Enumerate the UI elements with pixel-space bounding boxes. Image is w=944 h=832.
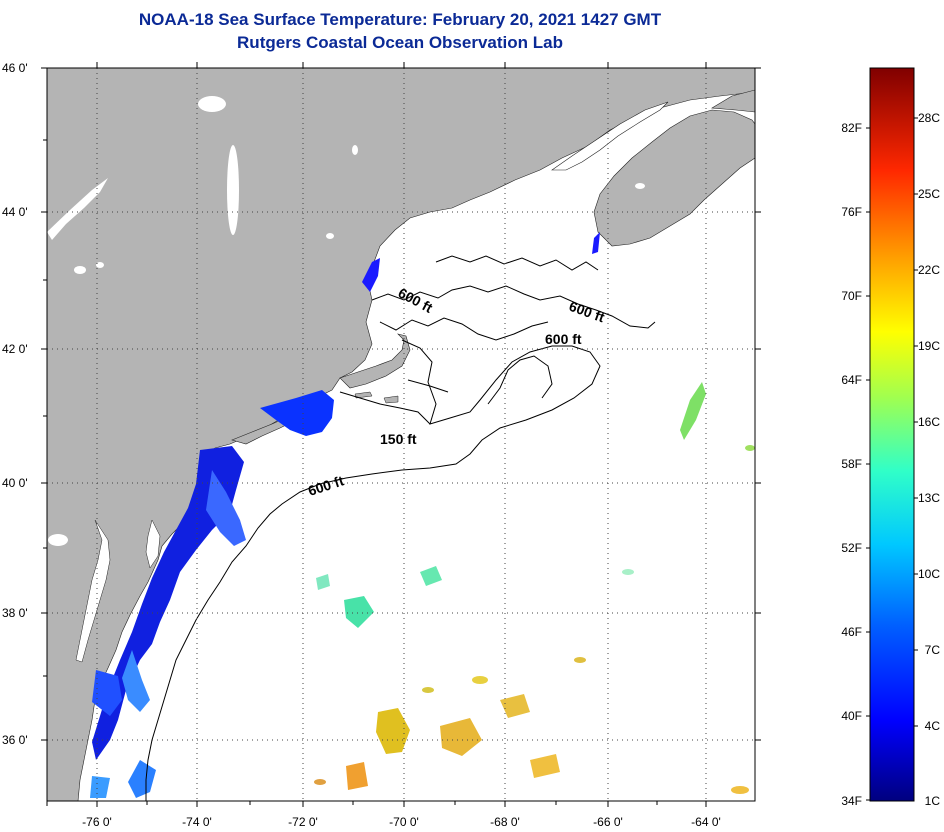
axis-ticks bbox=[41, 62, 761, 807]
land-nova-scotia bbox=[593, 109, 755, 247]
colorbar-label-4c: 4C bbox=[925, 719, 941, 733]
colorbar-label-10c: 10C bbox=[918, 567, 940, 581]
inland-lakes bbox=[47, 96, 645, 546]
colorbar-label-16c: 16C bbox=[918, 415, 940, 429]
lon-label-74: -74 0' bbox=[182, 815, 212, 829]
lat-label-36: 36 0' bbox=[2, 733, 28, 747]
lon-label-70: -70 0' bbox=[389, 815, 419, 829]
colorbar-label-25c: 25C bbox=[918, 187, 940, 201]
colorbar-label-22c: 22C bbox=[918, 263, 940, 277]
sst-cold-band bbox=[90, 232, 600, 798]
colorbar-label-19c: 19C bbox=[918, 339, 940, 353]
delaware-bay bbox=[145, 519, 161, 569]
colorbar-label-64f: 64F bbox=[841, 373, 862, 387]
colorbar-label-40f: 40F bbox=[841, 709, 862, 723]
colorbar-ticks bbox=[866, 117, 918, 801]
colorbar-label-13c: 13C bbox=[918, 491, 940, 505]
colorbar-label-76f: 76F bbox=[841, 205, 862, 219]
map-frame bbox=[46, 67, 756, 802]
lon-label-76: -76 0' bbox=[82, 815, 112, 829]
colorbar-label-52f: 52F bbox=[841, 541, 862, 555]
colorbar-label-28c: 28C bbox=[918, 111, 940, 125]
lon-label-64: -64 0' bbox=[691, 815, 721, 829]
colorbar-label-58f: 58F bbox=[841, 457, 862, 471]
colorbar-label-46f: 46F bbox=[841, 625, 862, 639]
bay-of-fundy bbox=[551, 101, 669, 171]
temperature-colorbar bbox=[869, 67, 915, 802]
lat-label-44: 44 0' bbox=[2, 205, 28, 219]
colorbar-label-82f: 82F bbox=[841, 121, 862, 135]
lat-label-40: 40 0' bbox=[2, 476, 28, 490]
colorbar-label-1c: 1C bbox=[925, 794, 941, 808]
lat-label-46: 46 0' bbox=[2, 61, 28, 75]
graticule bbox=[47, 68, 755, 801]
bathymetry-contours bbox=[145, 255, 656, 801]
colorbar-label-7c: 7C bbox=[925, 643, 941, 657]
map-subtitle: Rutgers Coastal Ocean Observation Lab bbox=[237, 33, 563, 52]
lon-label-72: -72 0' bbox=[288, 815, 318, 829]
map-title: NOAA-18 Sea Surface Temperature: Februar… bbox=[138, 10, 662, 29]
land-cape-cod bbox=[339, 333, 411, 389]
lat-label-42: 42 0' bbox=[2, 342, 28, 356]
contour-label-600ft-georges: 600 ft bbox=[545, 331, 582, 347]
chesapeake-bay bbox=[75, 519, 111, 663]
lat-label-38: 38 0' bbox=[2, 606, 28, 620]
colorbar-label-70f: 70F bbox=[841, 289, 862, 303]
sst-offshore-patches bbox=[314, 382, 755, 794]
colorbar-label-34f: 34F bbox=[841, 794, 862, 808]
lon-label-68: -68 0' bbox=[490, 815, 520, 829]
land-cape-breton bbox=[711, 89, 755, 113]
contour-label-150ft: 150 ft bbox=[380, 431, 417, 447]
lon-label-66: -66 0' bbox=[593, 815, 623, 829]
